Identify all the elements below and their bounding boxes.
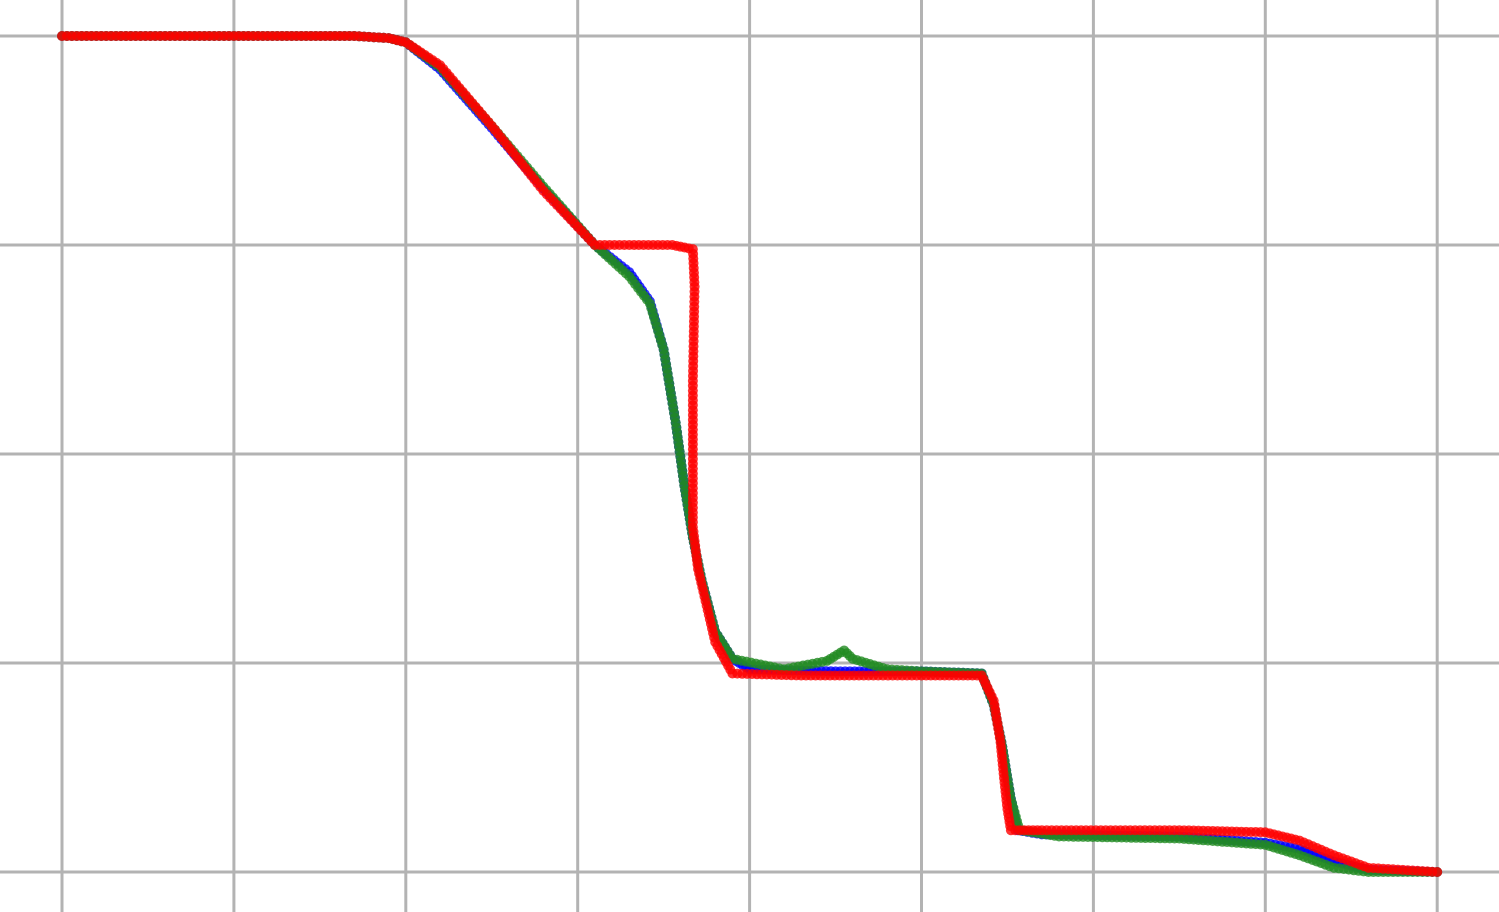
series-2 xyxy=(57,31,1443,877)
data-point xyxy=(1432,867,1443,877)
series-layer xyxy=(57,31,1443,877)
